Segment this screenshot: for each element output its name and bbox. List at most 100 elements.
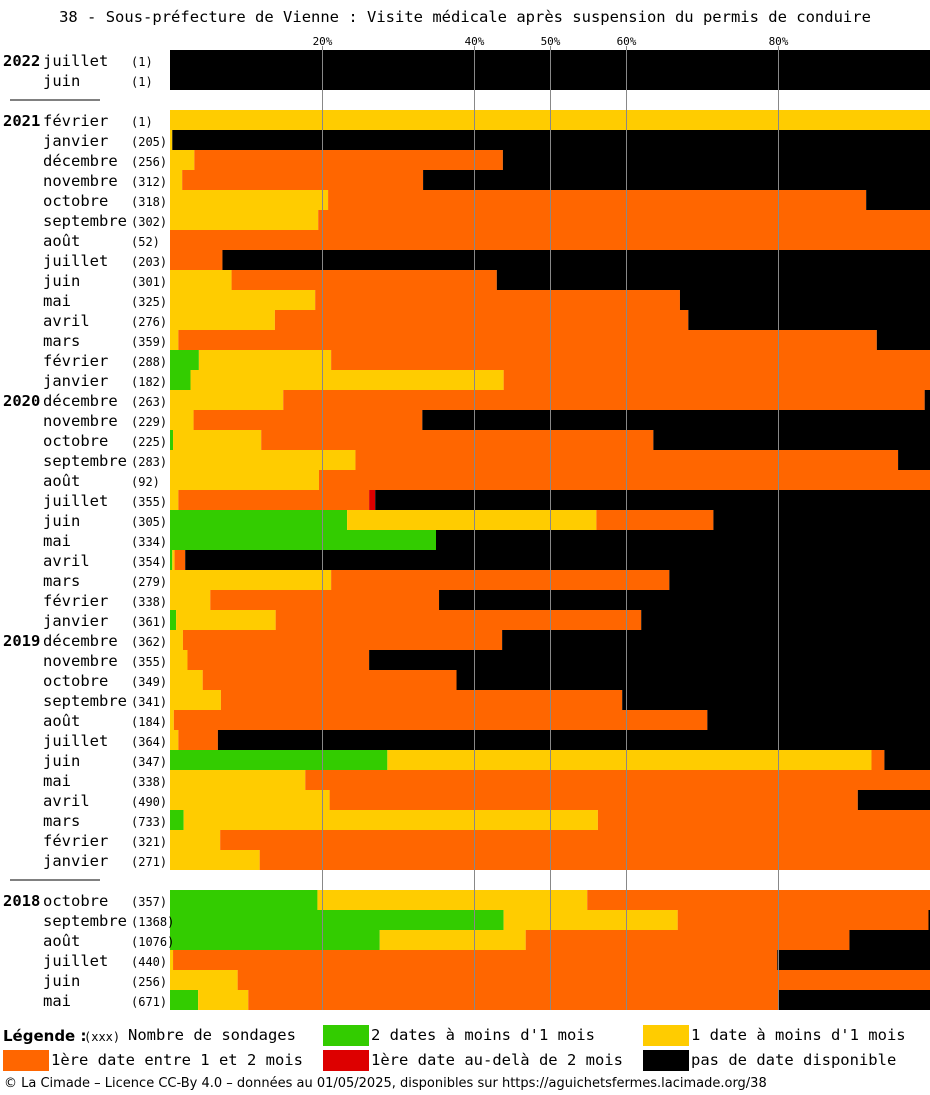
count-label: (52) — [131, 235, 160, 249]
bar-segment-black — [439, 590, 930, 610]
month-label: février — [43, 592, 108, 610]
month-label: janvier — [43, 852, 108, 870]
bar-segment-orange — [503, 370, 930, 390]
bar-segment-orange — [182, 170, 424, 190]
bar-segment-orange — [259, 850, 930, 870]
month-label: mai — [43, 772, 71, 790]
year-label: 2020 — [3, 392, 40, 410]
month-label: août — [43, 472, 80, 490]
bar-segment-black — [669, 570, 930, 590]
month-label: août — [43, 232, 80, 250]
x-tick-label: 80% — [769, 35, 789, 48]
bar-segment-yellow — [170, 170, 183, 190]
bar-segment-black — [778, 990, 930, 1010]
bar-segment-orange — [596, 510, 714, 530]
count-label: (229) — [131, 415, 167, 429]
bar-segment-black — [436, 530, 930, 550]
month-label: mai — [43, 532, 71, 550]
bar-segment-orange — [170, 250, 223, 270]
bar-segment-orange — [283, 390, 925, 410]
count-label: (1368) — [131, 915, 174, 929]
count-label: (359) — [131, 335, 167, 349]
bar-segment-green — [170, 550, 173, 570]
bar-segment-yellow — [347, 510, 597, 530]
month-label: octobre — [43, 432, 108, 450]
count-label: (271) — [131, 855, 167, 869]
legend-orange-label: 1ère date entre 1 et 2 mois — [51, 1051, 303, 1069]
count-label: (263) — [131, 395, 167, 409]
bar-segment-black — [688, 310, 930, 330]
month-label: juin — [43, 272, 80, 290]
bar-segment-green — [170, 990, 199, 1010]
bar-segment-black — [884, 750, 930, 770]
bar-segment-orange — [210, 590, 440, 610]
count-label: (338) — [131, 775, 167, 789]
bar-segment-orange — [274, 310, 689, 330]
count-label: (355) — [131, 495, 167, 509]
month-label: juillet — [43, 252, 108, 270]
legend: Légende : (xxx) Nombre de sondages 2 dat… — [0, 1024, 930, 1074]
month-label: juin — [43, 512, 80, 530]
legend-title: Légende : — [3, 1027, 87, 1045]
bar-segment-black — [375, 490, 930, 510]
count-label: (349) — [131, 675, 167, 689]
count-label: (288) — [131, 355, 167, 369]
bar-segment-black — [866, 190, 930, 210]
bar-segment-black — [857, 790, 930, 810]
legend-green-swatch — [323, 1025, 369, 1046]
count-label: (1) — [131, 115, 153, 129]
bar-segment-yellow — [170, 730, 179, 750]
month-label: novembre — [43, 172, 118, 190]
count-label: (671) — [131, 995, 167, 1009]
bar-segment-orange — [328, 190, 867, 210]
month-label: novembre — [43, 652, 118, 670]
month-label: avril — [43, 312, 90, 330]
bar-segment-yellow — [170, 410, 194, 430]
bar-segment-yellow — [173, 430, 262, 450]
month-label: septembre — [43, 452, 127, 470]
bar-segment-black — [369, 650, 930, 670]
bar-segment-orange — [194, 150, 503, 170]
legend-count-marker: (xxx) — [84, 1030, 121, 1044]
bar-segment-orange — [261, 430, 654, 450]
count-label: (1) — [131, 55, 153, 69]
bar-segment-green — [170, 910, 504, 930]
count-label: (440) — [131, 955, 167, 969]
legend-row-2: 1ère date entre 1 et 2 mois 1ère date au… — [0, 1049, 930, 1073]
bar-segment-yellow — [170, 210, 319, 230]
bar-segment-orange — [237, 970, 930, 990]
count-label: (318) — [131, 195, 167, 209]
year-label: 2021 — [3, 112, 40, 130]
bar-segment-yellow — [170, 850, 260, 870]
month-label: juin — [43, 972, 80, 990]
bar-segment-yellow — [387, 750, 872, 770]
month-label: juillet — [43, 52, 108, 70]
legend-black-label: pas de date disponible — [691, 1051, 897, 1069]
bar-segment-orange — [329, 790, 858, 810]
month-label: septembre — [43, 212, 127, 230]
bar-segment-orange — [597, 810, 930, 830]
bar-segment-orange — [871, 750, 885, 770]
bar-segment-yellow — [170, 470, 319, 490]
bar-segment-orange — [315, 290, 680, 310]
month-label: janvier — [43, 612, 108, 630]
bar-segment-black — [713, 510, 930, 530]
bar-segment-yellow — [170, 130, 173, 150]
legend-red-label: 1ère date au-delà de 2 mois — [371, 1051, 623, 1069]
month-label: août — [43, 712, 80, 730]
count-label: (279) — [131, 575, 167, 589]
bar-segment-green — [170, 430, 174, 450]
bar-segment-black — [502, 150, 930, 170]
bar-segment-black — [707, 710, 930, 730]
legend-yellow-swatch — [643, 1025, 689, 1046]
bar-segment-orange — [305, 770, 930, 790]
bar-segment-orange — [525, 930, 850, 950]
month-label: mai — [43, 992, 71, 1010]
bar-segment-orange — [275, 610, 642, 630]
count-label: (225) — [131, 435, 167, 449]
bar-segment-yellow — [170, 630, 183, 650]
bar-segment-yellow — [170, 390, 284, 410]
month-label: janvier — [43, 372, 108, 390]
count-label: (347) — [131, 755, 167, 769]
